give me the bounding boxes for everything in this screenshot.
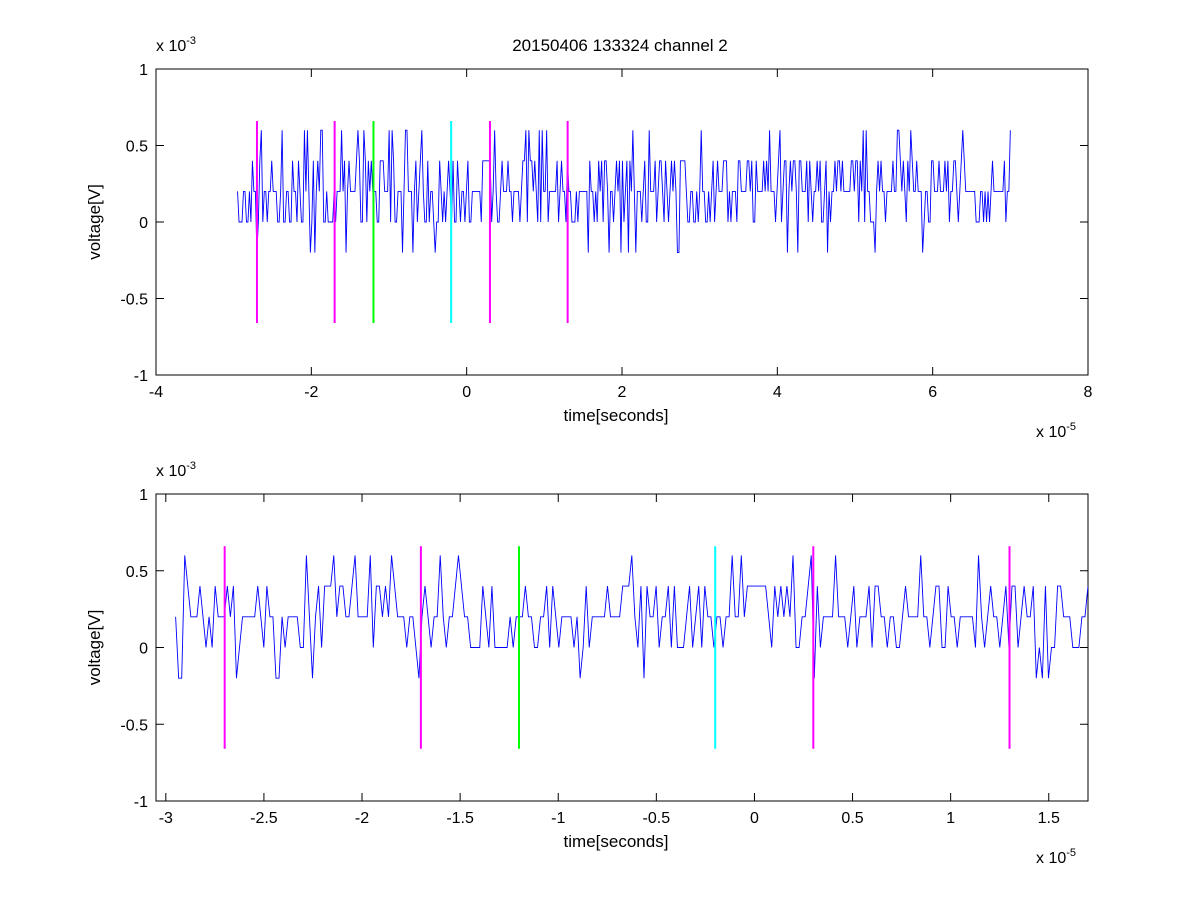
- y-multiplier: x 10-3: [156, 35, 196, 55]
- y-multiplier-base: x 10: [156, 463, 186, 480]
- signal-trace: [175, 555, 1088, 679]
- x-multiplier: x 10-5: [1036, 847, 1076, 867]
- x-axis-label: time[seconds]: [564, 406, 669, 425]
- x-tick-label: 8: [1084, 384, 1093, 401]
- x-multiplier-exponent: -5: [1066, 847, 1076, 859]
- y-multiplier-exponent: -3: [186, 35, 196, 47]
- x-multiplier-base: x 10: [1036, 424, 1066, 441]
- y-tick-label: 0.5: [126, 139, 148, 156]
- x-tick-label: -0.5: [643, 810, 671, 827]
- x-axis-label: time[seconds]: [564, 832, 669, 851]
- x-tick-label: 2: [618, 384, 627, 401]
- x-tick-label: 0: [750, 810, 759, 827]
- chart-1: -4 -2 0 2 4 6 8 -1 -0.5 0 0.5 1 time[seconds] voltage…: [85, 35, 1093, 441]
- x-tick-label: -2: [304, 384, 318, 401]
- y-multiplier-exponent: -3: [186, 460, 196, 472]
- y-tick-label: 0.5: [126, 564, 148, 581]
- x-tick-label: 1.5: [1038, 810, 1060, 827]
- y-tick-label: -1: [134, 368, 148, 385]
- y-tick-label: -0.5: [120, 292, 148, 309]
- y-axis-label: voltage[V]: [85, 184, 104, 260]
- x-tick-label: -1.5: [446, 810, 474, 827]
- y-axis-label: voltage[V]: [85, 610, 104, 686]
- x-multiplier: x 10-5: [1036, 421, 1076, 441]
- signal-trace: [237, 129, 1011, 254]
- x-multiplier-exponent: -5: [1066, 421, 1076, 433]
- x-tick-label: -2: [355, 810, 369, 827]
- x-tick-label: -3: [159, 810, 173, 827]
- y-multiplier-base: x 10: [156, 38, 186, 55]
- y-tick-label: 1: [139, 487, 148, 504]
- x-tick-label: 6: [928, 384, 937, 401]
- x-tick-label: 1: [946, 810, 955, 827]
- y-tick-label: 1: [139, 62, 148, 79]
- x-tick-label: -1: [551, 810, 565, 827]
- y-tick-label: 0: [139, 641, 148, 658]
- chart-2: -3 -2.5 -2 -1.5 -1 -0.5 0 0.5 1 1.5 -1 -0.5 0 0.5 1 tim…: [85, 460, 1089, 867]
- x-tick-label: 0: [462, 384, 471, 401]
- x-tick-label: -2.5: [250, 810, 278, 827]
- x-tick-label: 4: [773, 384, 782, 401]
- x-tick-label: 0.5: [841, 810, 863, 827]
- y-tick-label: -0.5: [120, 717, 148, 734]
- y-tick-label: -1: [134, 794, 148, 811]
- x-tick-label: -4: [149, 384, 163, 401]
- x-multiplier-base: x 10: [1036, 850, 1066, 867]
- y-tick-label: 0: [139, 215, 148, 232]
- chart-title: 20150406 133324 channel 2: [512, 36, 728, 55]
- y-multiplier: x 10-3: [156, 460, 196, 480]
